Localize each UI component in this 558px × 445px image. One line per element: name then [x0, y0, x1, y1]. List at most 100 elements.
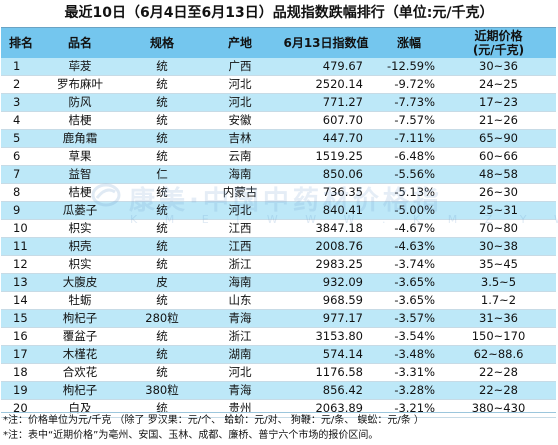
cell-price-range: 17~23 [479, 95, 518, 109]
cell-price-range: 26~30 [479, 185, 518, 199]
table-row: 5 鹿角霜 统 吉林 447.70 -7.11% 65~90 [1, 130, 556, 148]
cell-change: -3.57% [394, 311, 435, 325]
table-row: 11 枳壳 统 江西 2008.76 -4.63% 30~38 [1, 238, 556, 256]
cell-price-range: 1.7~2 [480, 293, 517, 307]
cell-name: 大腹皮 [62, 275, 98, 289]
cell-index-value: 607.70 [322, 113, 363, 127]
cell-price-range: 70~80 [479, 221, 518, 235]
cell-name: 鹿角霜 [62, 131, 98, 145]
table-row: 14 牡蛎 统 山东 968.59 -3.65% 1.7~2 [1, 292, 556, 310]
cell-index-value: 3847.18 [315, 221, 363, 235]
cell-change: -7.57% [394, 113, 435, 127]
table-row: 6 草果 统 云南 1519.25 -6.48% 60~66 [1, 148, 556, 166]
cell-rank: 9 [13, 203, 21, 217]
cell-change: -12.59% [387, 59, 435, 73]
cell-spec: 统 [156, 293, 168, 307]
cell-price-range: 3.5~5 [480, 275, 517, 289]
cell-price-range: 30~38 [479, 239, 518, 253]
cell-spec: 统 [156, 347, 168, 361]
cell-spec: 统 [156, 401, 168, 415]
cell-origin: 江西 [228, 239, 252, 253]
cell-name: 益智 [68, 167, 92, 181]
cell-origin: 浙江 [228, 257, 252, 271]
cell-spec: 皮 [156, 275, 168, 289]
cell-name: 枳壳 [68, 239, 92, 253]
cell-rank: 15 [13, 311, 28, 325]
cell-price-range: 24~25 [479, 77, 518, 91]
cell-change: -4.63% [394, 239, 435, 253]
cell-index-value: 479.67 [322, 59, 363, 73]
cell-index-value: 2520.14 [315, 77, 363, 91]
cell-spec: 统 [156, 95, 168, 109]
table-row: 9 瓜蒌子 统 河北 840.41 -5.00% 25~31 [1, 202, 556, 220]
cell-origin: 河北 [228, 203, 252, 217]
cell-origin: 安徽 [228, 113, 252, 127]
cell-rank: 10 [13, 221, 28, 235]
footnote-units: *注：价格单位为元/千克 （除了 罗汉果：元/个、 蛤蚧：元/对、 狗鞭：元/条… [3, 415, 424, 426]
cell-name: 木槿花 [62, 347, 98, 361]
cell-name: 瓜蒌子 [62, 203, 98, 217]
cell-origin: 内蒙古 [222, 185, 258, 199]
cell-name: 牡蛎 [68, 293, 92, 307]
cell-change: -3.54% [394, 329, 435, 343]
cell-index-value: 771.27 [322, 95, 363, 109]
cell-rank: 18 [13, 365, 28, 379]
cell-price-range: 22~28 [479, 383, 518, 397]
cell-spec: 统 [156, 365, 168, 379]
footnotes: *注：价格单位为元/千克 （除了 罗汉果：元/个、 蛤蚧：元/对、 狗鞭：元/条… [1, 412, 556, 443]
cell-spec: 统 [156, 131, 168, 145]
cell-index-value: 447.70 [322, 131, 363, 145]
cell-price-range: 65~90 [479, 131, 518, 145]
cell-origin: 江西 [228, 221, 252, 235]
cell-change: -5.13% [394, 185, 435, 199]
table-row: 13 大腹皮 皮 海南 932.09 -3.65% 3.5~5 [1, 274, 556, 292]
cell-change: -5.56% [394, 167, 435, 181]
cell-origin: 云南 [228, 149, 252, 163]
table-header: 排名 品名 规格 产地 6月13日指数值 涨幅 近期价格 (元/千克) [1, 27, 556, 59]
cell-spec: 统 [156, 77, 168, 91]
cell-change: -5.00% [394, 203, 435, 217]
table-row: 15 枸杞子 280粒 青海 977.17 -3.57% 31~36 [1, 310, 556, 328]
cell-change: -3.21% [394, 401, 435, 415]
cell-origin: 广西 [228, 59, 252, 73]
cell-index-value: 968.59 [322, 293, 363, 307]
table-row: 7 益智 仁 海南 850.06 -5.56% 48~58 [1, 166, 556, 184]
cell-change: -3.65% [394, 293, 435, 307]
cell-index-value: 2063.89 [315, 401, 363, 415]
cell-index-value: 1176.58 [315, 365, 363, 379]
cell-origin: 海南 [228, 167, 252, 181]
cell-index-value: 1519.25 [315, 149, 363, 163]
cell-rank: 4 [13, 113, 21, 127]
table-row: 12 枳实 统 浙江 2983.25 -3.74% 35~45 [1, 256, 556, 274]
header-name: 品名 [67, 36, 92, 50]
header-change: 涨幅 [396, 36, 421, 50]
header-origin: 产地 [227, 36, 252, 50]
cell-index-value: 840.41 [322, 203, 363, 217]
table-row: 19 枸杞子 380粒 青海 856.42 -3.28% 22~28 [1, 382, 556, 400]
cell-rank: 14 [13, 293, 28, 307]
cell-rank: 20 [13, 401, 28, 415]
cell-change: -3.74% [394, 257, 435, 271]
cell-spec: 仁 [156, 167, 168, 181]
cell-spec: 统 [156, 149, 168, 163]
cell-index-value: 736.35 [322, 185, 363, 199]
table-row: 16 覆盆子 统 浙江 3153.80 -3.54% 150~170 [1, 328, 556, 346]
table-row: 18 合欢花 统 河北 1176.58 -3.31% 22~28 [1, 364, 556, 382]
cell-name: 桔梗 [68, 113, 92, 127]
cell-rank: 17 [13, 347, 28, 361]
cell-spec: 统 [156, 239, 168, 253]
cell-price-range: 25~31 [479, 203, 518, 217]
cell-rank: 3 [13, 95, 21, 109]
cell-change: -9.72% [394, 77, 435, 91]
cell-spec: 统 [156, 221, 168, 235]
table-row: 8 桔梗 统 内蒙古 736.35 -5.13% 26~30 [1, 184, 556, 202]
cell-origin: 河北 [228, 365, 252, 379]
cell-name: 枳实 [68, 257, 92, 271]
cell-index-value: 2983.25 [315, 257, 363, 271]
header-price: 近期价格 (元/千克) [472, 29, 525, 57]
cell-origin: 河北 [228, 77, 252, 91]
cell-rank: 16 [13, 329, 28, 343]
cell-origin: 吉林 [228, 131, 252, 145]
cell-price-range: 31~36 [479, 311, 518, 325]
cell-rank: 11 [13, 239, 28, 253]
